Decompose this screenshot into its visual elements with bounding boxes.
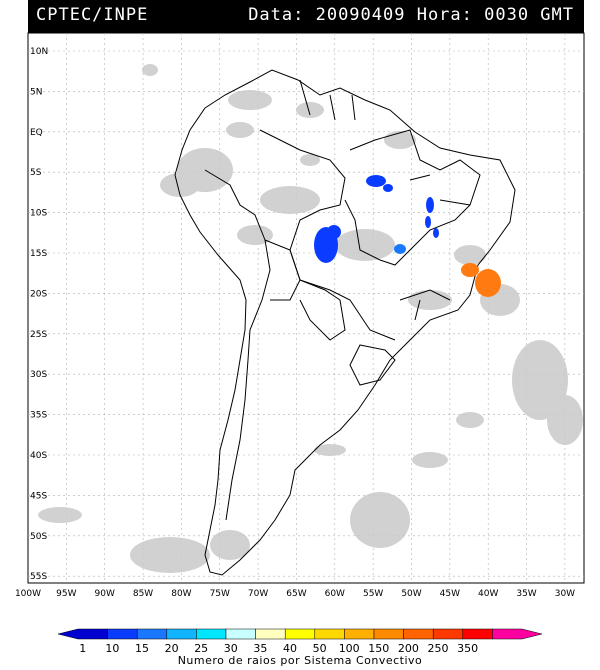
storm-tocantins	[425, 197, 439, 238]
lat-lon-grid	[28, 33, 584, 583]
lon-tick-label: 30W	[555, 589, 575, 599]
storm-mato-grosso	[314, 225, 341, 263]
legend-swatch	[462, 628, 493, 640]
lat-tick-label: 55S	[30, 572, 47, 582]
lightning-systems	[314, 175, 501, 297]
legend-value-label: 50	[313, 642, 327, 655]
lon-tick-label: 35W	[516, 589, 536, 599]
border-brazil-west	[259, 129, 396, 341]
lat-tick-label: 35S	[30, 411, 47, 421]
latitude-labels: 10N 5N EQ 5S 10S 15S 20S 25S 30S 35S 40S 45S 50S 55S	[30, 47, 48, 582]
legend-swatch	[196, 628, 227, 640]
coastline-and-borders	[174, 69, 516, 576]
lat-tick-label: 20S	[30, 289, 47, 299]
lon-tick-label: 75W	[210, 589, 230, 599]
lon-tick-label: 65W	[286, 589, 306, 599]
lat-tick-label: 50S	[30, 532, 47, 542]
legend-value-label: 20	[165, 642, 179, 655]
lon-tick-label: 55W	[363, 589, 383, 599]
legend-swatch	[255, 628, 286, 640]
lon-tick-label: 50W	[401, 589, 421, 599]
lon-tick-label: 95W	[56, 589, 76, 599]
lon-tick-label: 100W	[15, 589, 41, 599]
storm-para	[366, 175, 393, 192]
source-label: CPTEC/INPE	[36, 5, 149, 25]
lat-tick-label: 30S	[30, 370, 47, 380]
lat-tick-label: 10S	[30, 209, 47, 219]
legend-swatch	[373, 628, 404, 640]
legend-swatch	[403, 628, 434, 640]
legend-swatch	[57, 628, 108, 640]
longitude-labels: 100W 95W 90W 85W 80W 75W 70W 65W 60W 55W 50W 45W 40W…	[15, 589, 575, 599]
legend-value-label: 100	[339, 642, 360, 655]
lat-tick-label: 45S	[30, 491, 47, 501]
legend-swatch	[432, 628, 464, 640]
legend-swatch	[492, 628, 543, 640]
legend-swatch	[314, 628, 345, 640]
legend-value-label: 30	[224, 642, 238, 655]
lat-tick-label: 5S	[30, 168, 42, 178]
legend-value-label: 350	[457, 642, 478, 655]
lat-tick-label: EQ	[30, 128, 43, 138]
legend-value-label: 10	[105, 642, 119, 655]
legend-title: Numero de raios por Sistema Convectivo	[177, 654, 423, 667]
legend-swatch	[344, 628, 375, 640]
lon-tick-label: 85W	[133, 589, 153, 599]
legend-swatch	[107, 628, 138, 640]
lon-tick-label: 40W	[478, 589, 498, 599]
legend-value-label: 200	[398, 642, 419, 655]
legend-colorbar	[57, 628, 543, 640]
legend-swatch	[166, 628, 197, 640]
legend-value-label: 40	[283, 642, 297, 655]
lon-tick-label: 90W	[95, 589, 115, 599]
title-bar: CPTEC/INPE Data: 20090409 Hora: 0030 GMT	[28, 0, 584, 33]
timestamp-label: Data: 20090409 Hora: 0030 GMT	[248, 5, 574, 25]
lat-tick-label: 25S	[30, 330, 47, 340]
legend-value-label: 150	[368, 642, 389, 655]
lat-tick-label: 5N	[30, 87, 42, 97]
lon-tick-label: 60W	[325, 589, 345, 599]
legend-value-label: 35	[253, 642, 267, 655]
lat-tick-label: 10N	[30, 47, 48, 57]
lon-tick-label: 80W	[171, 589, 191, 599]
legend-swatch	[284, 628, 316, 640]
border-andes	[204, 169, 271, 521]
legend-value-label: 15	[135, 642, 149, 655]
legend-value-label: 25	[194, 642, 208, 655]
legend-swatch	[225, 628, 256, 640]
border-paraguay	[299, 279, 346, 341]
legend-value-label: 1	[79, 642, 86, 655]
legend-value-label: 250	[428, 642, 449, 655]
south-america-coastline	[174, 69, 516, 576]
lon-tick-label: 70W	[248, 589, 268, 599]
border-guianas	[299, 79, 356, 121]
border-states	[344, 129, 481, 321]
storm-bahia-coast	[461, 263, 501, 297]
lat-tick-label: 40S	[30, 451, 47, 461]
lat-tick-label: 15S	[30, 249, 47, 259]
legend-values: 1 10 15 20 25 30 35 40 50 100 150 200 250 350	[79, 642, 478, 655]
legend-swatch	[136, 628, 168, 640]
lon-tick-label: 45W	[440, 589, 460, 599]
border-uruguay	[349, 344, 396, 386]
storm-goias	[394, 244, 406, 254]
